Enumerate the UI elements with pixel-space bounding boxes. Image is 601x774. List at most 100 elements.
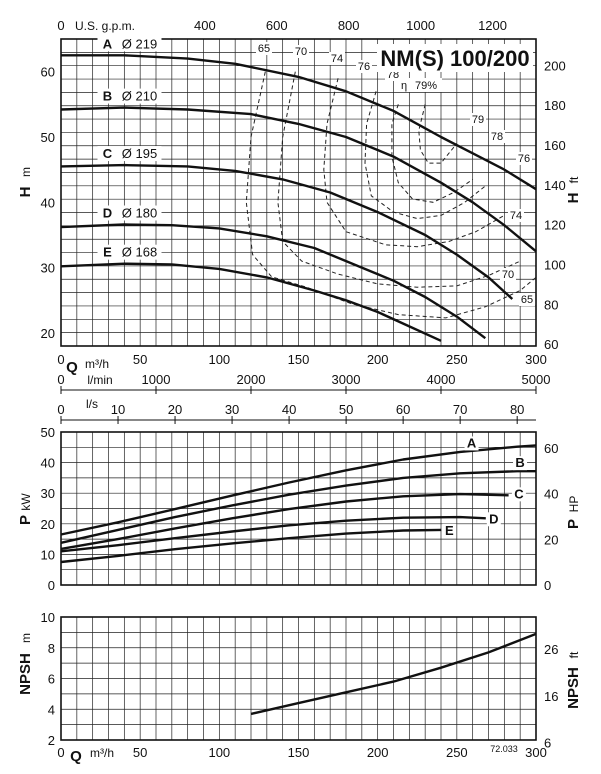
ls-tick: 10 xyxy=(111,402,125,417)
head-y-right-tick: 80 xyxy=(544,297,558,312)
head-y-tick: 20 xyxy=(41,326,55,341)
eff-label-bg xyxy=(516,152,532,165)
lmin-tick: 5000 xyxy=(522,372,551,387)
text-layer: A Ø 219 B Ø 210 C Ø 195 D Ø 180 E Ø 168 65 70 74 76 78… xyxy=(17,18,582,765)
ls-tick: 0 xyxy=(57,402,64,417)
npsh-y-tick: 4 xyxy=(48,702,55,717)
head-curve-label-B: B xyxy=(103,89,112,104)
power-y-tick: 50 xyxy=(41,425,55,440)
efficiency-label-79pct: 79% xyxy=(415,80,437,92)
power-y-tick: 0 xyxy=(48,578,55,593)
eff-label-bg xyxy=(356,60,372,73)
eff-label-bg xyxy=(329,52,345,65)
head-y-tick: 50 xyxy=(41,130,55,145)
ls-tick: 80 xyxy=(510,402,524,417)
head-curve-diameter-C: Ø 195 xyxy=(122,146,157,161)
efficiency-label-top-76: 76 xyxy=(358,61,370,73)
eff-label-bg xyxy=(293,45,309,58)
npsh-ylabel-right-unit: ft xyxy=(567,651,581,658)
top-gpm-tick: 0 xyxy=(57,18,64,33)
power-curve-C xyxy=(60,492,509,551)
head-curve-E xyxy=(60,262,442,342)
top-gpm-tick: 1200 xyxy=(478,18,507,33)
chart-title: NM(S) 100/200 xyxy=(380,46,529,71)
lmin-tick: 1000 xyxy=(142,372,171,387)
top-gpm-tick: 800 xyxy=(338,18,360,33)
power-label-bg xyxy=(442,523,457,538)
head-curve-label-E: E xyxy=(103,245,112,260)
eff-label-bg xyxy=(256,42,272,55)
power-frame xyxy=(60,431,537,586)
npsh-y-right-tick: 26 xyxy=(544,642,558,657)
head-y-tick: 30 xyxy=(41,261,55,276)
power-y-right-tick: 60 xyxy=(544,441,558,456)
head-xlabel: Q xyxy=(66,359,78,376)
head-x-tick: 100 xyxy=(208,352,230,367)
npsh-x-tick-0: 0 xyxy=(57,745,64,760)
top-gpm-tick: 400 xyxy=(194,18,216,33)
ls-tick: 70 xyxy=(453,402,467,417)
head-curve-label-D: D xyxy=(103,206,112,221)
head-ylabel-left-unit: m xyxy=(19,167,33,177)
power-curve-D xyxy=(60,515,486,553)
npsh-ylabel-left: NPSH xyxy=(17,653,34,695)
figure-code: 72.033 xyxy=(490,744,518,754)
head-y-right-tick: 120 xyxy=(544,218,566,233)
ls-tick: 30 xyxy=(225,402,239,417)
lmin-label: l/min xyxy=(87,373,112,387)
efficiency-contour-76 xyxy=(364,91,486,220)
lmin-tick: 4000 xyxy=(427,372,456,387)
power-curve-label-B: B xyxy=(515,455,524,470)
npsh-y-right-tick: 16 xyxy=(544,689,558,704)
head-ylabel-left: H xyxy=(17,187,34,198)
power-curve-label-E: E xyxy=(445,523,454,538)
npsh-y-tick: 8 xyxy=(48,641,55,656)
power-curve-label-A: A xyxy=(467,435,477,450)
top-gpm-tick: 1000 xyxy=(406,18,435,33)
eff-label-bg xyxy=(519,293,535,306)
head-curve-A xyxy=(61,54,537,191)
head-curve-label-bg-C xyxy=(97,146,162,162)
power-y-right-tick: 20 xyxy=(544,532,558,547)
title-bg xyxy=(377,44,533,72)
head-curve-diameter-B: Ø 210 xyxy=(122,89,157,104)
npsh-x-tick: 300 xyxy=(525,745,547,760)
npsh-curve xyxy=(250,632,537,716)
power-label-bg xyxy=(486,512,501,527)
power-curve-B xyxy=(60,470,536,544)
head-x-tick-0: 0 xyxy=(57,352,64,367)
head-y-right-tick: 160 xyxy=(544,138,566,153)
ls-tick: 20 xyxy=(168,402,182,417)
efficiency-contour-79 xyxy=(418,104,458,164)
eff-label-bg xyxy=(400,78,442,92)
head-curve-diameter-E: Ø 168 xyxy=(122,245,157,260)
npsh-y-tick: 10 xyxy=(41,610,55,625)
frame-layer xyxy=(60,38,537,741)
efficiency-eta-symbol: η xyxy=(401,80,407,92)
power-curve-label-C: C xyxy=(514,486,524,501)
power-y-right-tick: 40 xyxy=(544,487,558,502)
power-curve-label-D: D xyxy=(489,511,498,526)
head-curve-diameter-D: Ø 180 xyxy=(122,206,157,221)
efficiency-label-right-65: 65 xyxy=(521,294,533,306)
head-x-tick: 50 xyxy=(133,352,147,367)
npsh-xlabel: Q xyxy=(70,748,82,765)
npsh-x-tick: 200 xyxy=(367,745,389,760)
lmin-tick: 0 xyxy=(57,372,64,387)
power-y-right-tick: 0 xyxy=(544,578,551,593)
npsh-x-tick: 100 xyxy=(208,745,230,760)
npsh-x-tick: 250 xyxy=(446,745,468,760)
power-label-bg xyxy=(511,487,526,502)
npsh-frame xyxy=(60,616,537,741)
power-y-tick: 40 xyxy=(41,456,55,471)
head-curve-diameter-A: Ø 219 xyxy=(122,36,157,51)
npsh-x-tick: 50 xyxy=(133,745,147,760)
head-curve-label-bg-D xyxy=(97,205,162,221)
power-label-bg xyxy=(464,436,479,451)
head-x-tick: 250 xyxy=(446,352,468,367)
head-x-tick: 300 xyxy=(525,352,547,367)
series-layer xyxy=(60,54,537,716)
eff-label-bg xyxy=(500,268,516,281)
npsh-ylabel-left-unit: m xyxy=(19,633,33,643)
